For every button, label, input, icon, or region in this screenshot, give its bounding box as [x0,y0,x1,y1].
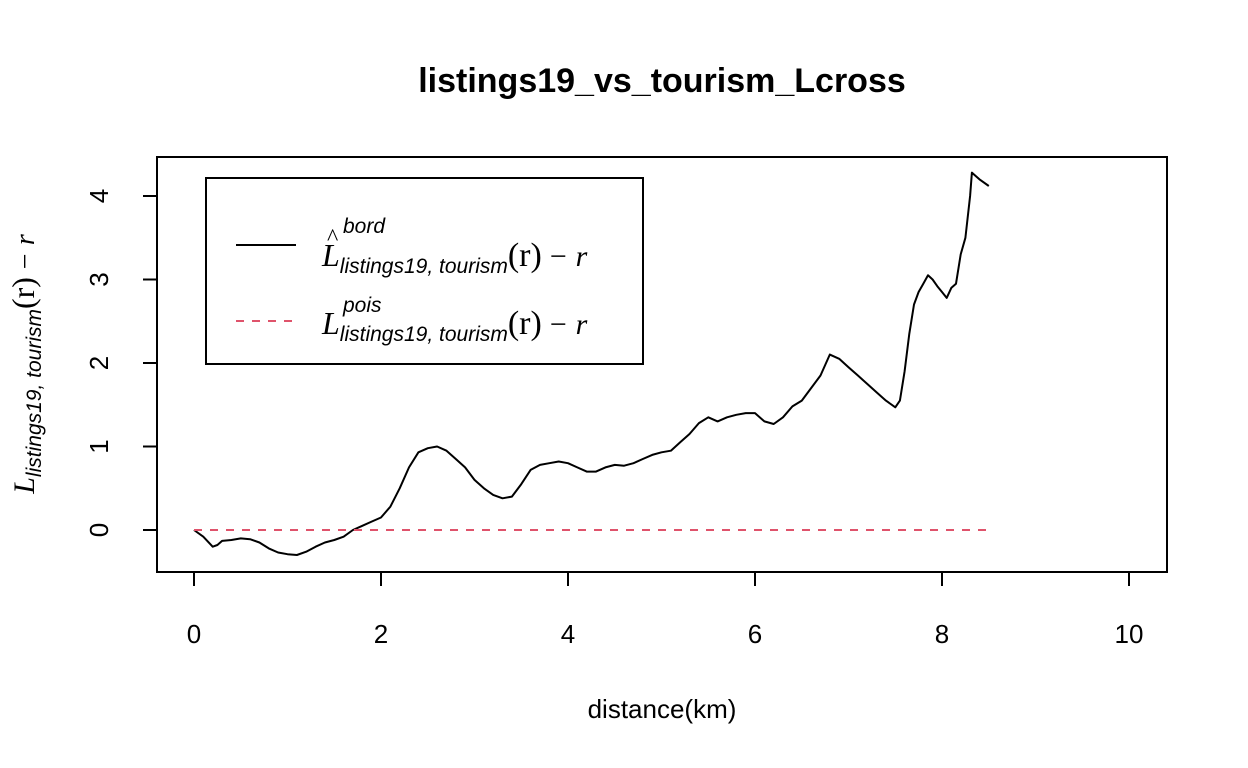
y-tick-label: 0 [84,523,114,537]
y-tick-label: 2 [84,356,114,370]
series-line-bord [193,171,990,556]
legend-entry-bord-superscript: bord [343,215,386,238]
legend-entry-pois-subscript: listings19, tourism [340,323,508,346]
svg-text:Llistings19, tourism(r)− r: Llistings19, tourism(r) − r [5,234,46,495]
legend-entry-pois: Llistings19, tourism(r) − r pois [321,294,588,346]
legend-entry-pois-suffix: − r [548,308,588,341]
legend-entry-pois-arg: (r) [508,305,542,342]
legend: Llistings19, tourism(r) − r ^ bord Llisti… [205,177,644,365]
y-axis-label-suffix: − r [10,234,41,271]
x-tick-label: 4 [561,619,575,649]
chart-title: listings19_vs_tourism_Lcross [418,62,906,100]
legend-entry-bord: Llistings19, tourism(r) − r ^ bord [321,215,588,278]
y-axis-label-subscript: listings19, tourism [23,309,46,477]
y-tick-label: 1 [84,439,114,453]
legend-entry-bord-suffix: − r [548,240,588,273]
x-axis: 0 2 4 6 8 10 [187,571,1144,649]
x-tick-label: 2 [374,619,388,649]
legend-entry-bord-hat: ^ [327,225,338,251]
y-axis: 0 1 2 3 4 [84,189,158,537]
y-axis-label-main: L [8,477,41,495]
y-tick-label: 4 [84,189,114,203]
legend-entry-bord-subscript: listings19, tourism [340,255,508,278]
x-tick-label: 0 [187,619,201,649]
y-axis-label-arg: (r) [5,277,41,309]
y-axis-label: Llistings19, tourism(r) − r [5,234,46,495]
legend-entry-pois-superscript: pois [342,294,382,317]
legend-entry-pois-main: L [321,305,340,341]
x-tick-label: 10 [1115,619,1144,649]
legend-entry-bord-main: L [321,237,340,273]
legend-box [205,177,644,365]
svg-text:Llistings19, tourism(r)− r: Llistings19, tourism(r)− r [321,237,588,278]
x-axis-label: distance(km) [588,694,737,724]
svg-text:Llistings19, tourism(r)− r: Llistings19, tourism(r)− r [321,305,588,346]
x-tick-label: 8 [935,619,949,649]
legend-entry-bord-arg: (r) [508,237,542,274]
x-tick-label: 6 [748,619,762,649]
series-layer [193,171,990,556]
y-tick-label: 3 [84,272,114,286]
